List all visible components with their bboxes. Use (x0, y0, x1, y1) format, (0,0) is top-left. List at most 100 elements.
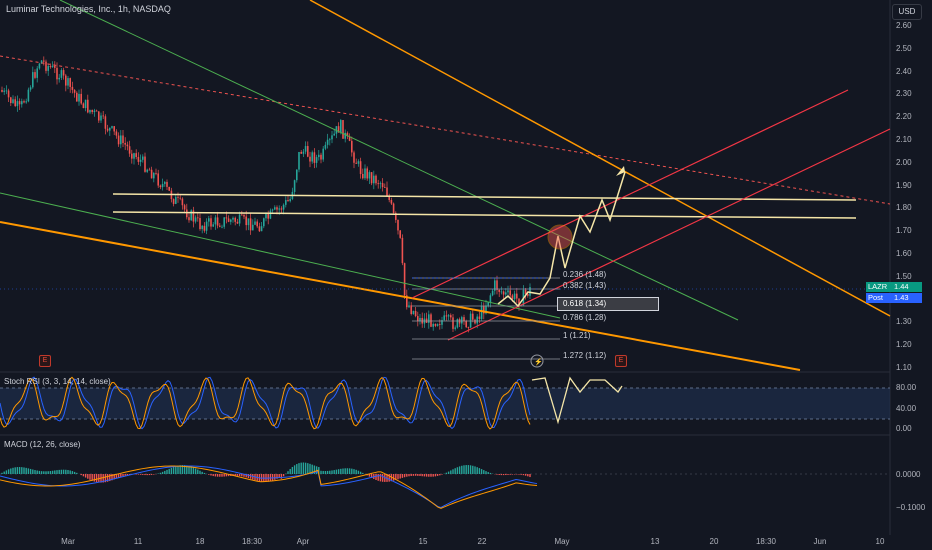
currency-button[interactable]: USD (892, 4, 922, 20)
candle-body (150, 169, 153, 179)
candle-body (483, 306, 485, 314)
macd-histogram-bar (54, 470, 56, 474)
candle-body (353, 152, 355, 163)
candle-body (1, 90, 3, 92)
macd-histogram-bar (333, 470, 335, 474)
macd-histogram-bar (111, 474, 113, 481)
projected-path[interactable] (497, 171, 626, 308)
macd-histogram-bar (296, 464, 298, 474)
macd-series-line (0, 465, 538, 508)
candle-body (331, 135, 333, 140)
candle-body (518, 298, 520, 306)
candle-body (100, 115, 102, 121)
macd-histogram-bar (245, 474, 247, 478)
candle-body (146, 169, 148, 172)
macd-histogram-bar (337, 469, 340, 474)
macd-histogram-bar (423, 474, 426, 477)
macd-histogram-bar (243, 474, 245, 477)
candle-body (3, 90, 5, 92)
macd-histogram-bar (1, 472, 3, 474)
macd-histogram-bar (447, 471, 450, 474)
resistance-line-lower[interactable] (112, 211, 857, 219)
macd-histogram-bar (395, 474, 397, 480)
candle-body (280, 208, 283, 210)
price-tick: 2.10 (896, 135, 912, 144)
candle-body (320, 154, 322, 160)
candle-body (469, 313, 472, 328)
candle-body (298, 151, 300, 170)
candle-body (10, 97, 12, 104)
red-channel-top[interactable] (411, 89, 849, 299)
candle-body (414, 310, 417, 317)
red-channel-bottom[interactable] (447, 128, 891, 341)
candle-body (410, 305, 412, 315)
candle-body (159, 185, 162, 188)
green-descending-line[interactable] (59, 0, 739, 321)
candle-body (38, 63, 41, 69)
candle-body (397, 219, 399, 231)
macd-histogram-bar (142, 474, 144, 475)
candle-body (344, 132, 346, 139)
macd-histogram-bar (177, 465, 179, 474)
macd-histogram-bar (476, 467, 478, 474)
green-lower-line[interactable] (0, 192, 561, 319)
macd-histogram-bar (322, 470, 324, 474)
macd-histogram-bar (168, 468, 170, 474)
macd-histogram-bar (87, 474, 89, 479)
macd-histogram-bar (67, 470, 69, 474)
macd-histogram-bar (485, 471, 487, 474)
macd-histogram-bar (362, 472, 364, 474)
time-tick: 11 (133, 537, 143, 546)
macd-histogram-bar (357, 470, 360, 474)
macd-histogram-bar (122, 474, 124, 477)
candle-body (282, 204, 285, 210)
orange-support-line[interactable] (0, 221, 801, 371)
macd-histogram-bar (300, 462, 302, 474)
macd-histogram-bar (434, 474, 437, 477)
candle-body (65, 75, 67, 86)
candle-body (179, 197, 181, 199)
macd-histogram-bar (60, 469, 63, 474)
candle-body (122, 135, 124, 143)
candle-body (34, 72, 36, 78)
fib-level-0618-box[interactable]: 0.618 (1.34) (557, 297, 659, 311)
candle-body (302, 151, 305, 154)
macd-histogram-bar (408, 474, 410, 477)
macd-histogram-bar (95, 474, 98, 483)
macd-histogram-bar (465, 465, 467, 474)
stoch-rsi-label[interactable]: Stoch RSI (3, 3, 14, 14, close) (4, 377, 111, 386)
macd-histogram-bar (113, 474, 115, 480)
earnings-marker-icon[interactable]: E (39, 355, 51, 367)
candle-body (340, 120, 342, 133)
macd-histogram-bar (18, 467, 21, 474)
candle-body (333, 133, 335, 136)
candle-body (124, 142, 126, 145)
macd-histogram-bar (368, 474, 371, 477)
macd-histogram-bar (47, 471, 49, 474)
macd-histogram-bar (93, 474, 96, 482)
macd-histogram-bar (392, 474, 395, 481)
candle-body (139, 159, 142, 162)
candle-body (478, 316, 481, 319)
candle-body (346, 132, 349, 137)
candle-body (87, 99, 89, 113)
candle-body (447, 315, 450, 317)
macd-histogram-bar (384, 474, 386, 482)
resistance-line-upper[interactable] (112, 193, 857, 201)
orange-descending-line[interactable] (309, 0, 891, 317)
candle-body (135, 153, 137, 157)
red-dashed-trendline[interactable] (0, 55, 891, 205)
macd-label[interactable]: MACD (12, 26, close) (4, 440, 81, 449)
macd-histogram-bar (518, 474, 520, 475)
candle-body (509, 290, 511, 296)
earnings-marker-icon[interactable]: E (615, 355, 627, 367)
candle-body (289, 198, 291, 202)
time-tick: Mar (61, 537, 75, 546)
candle-body (23, 101, 25, 103)
macd-histogram-bar (80, 474, 82, 476)
lightning-icon[interactable] (530, 354, 544, 368)
target-circle[interactable] (547, 224, 573, 250)
candle-body (300, 151, 302, 154)
macd-histogram-bar (120, 474, 122, 477)
